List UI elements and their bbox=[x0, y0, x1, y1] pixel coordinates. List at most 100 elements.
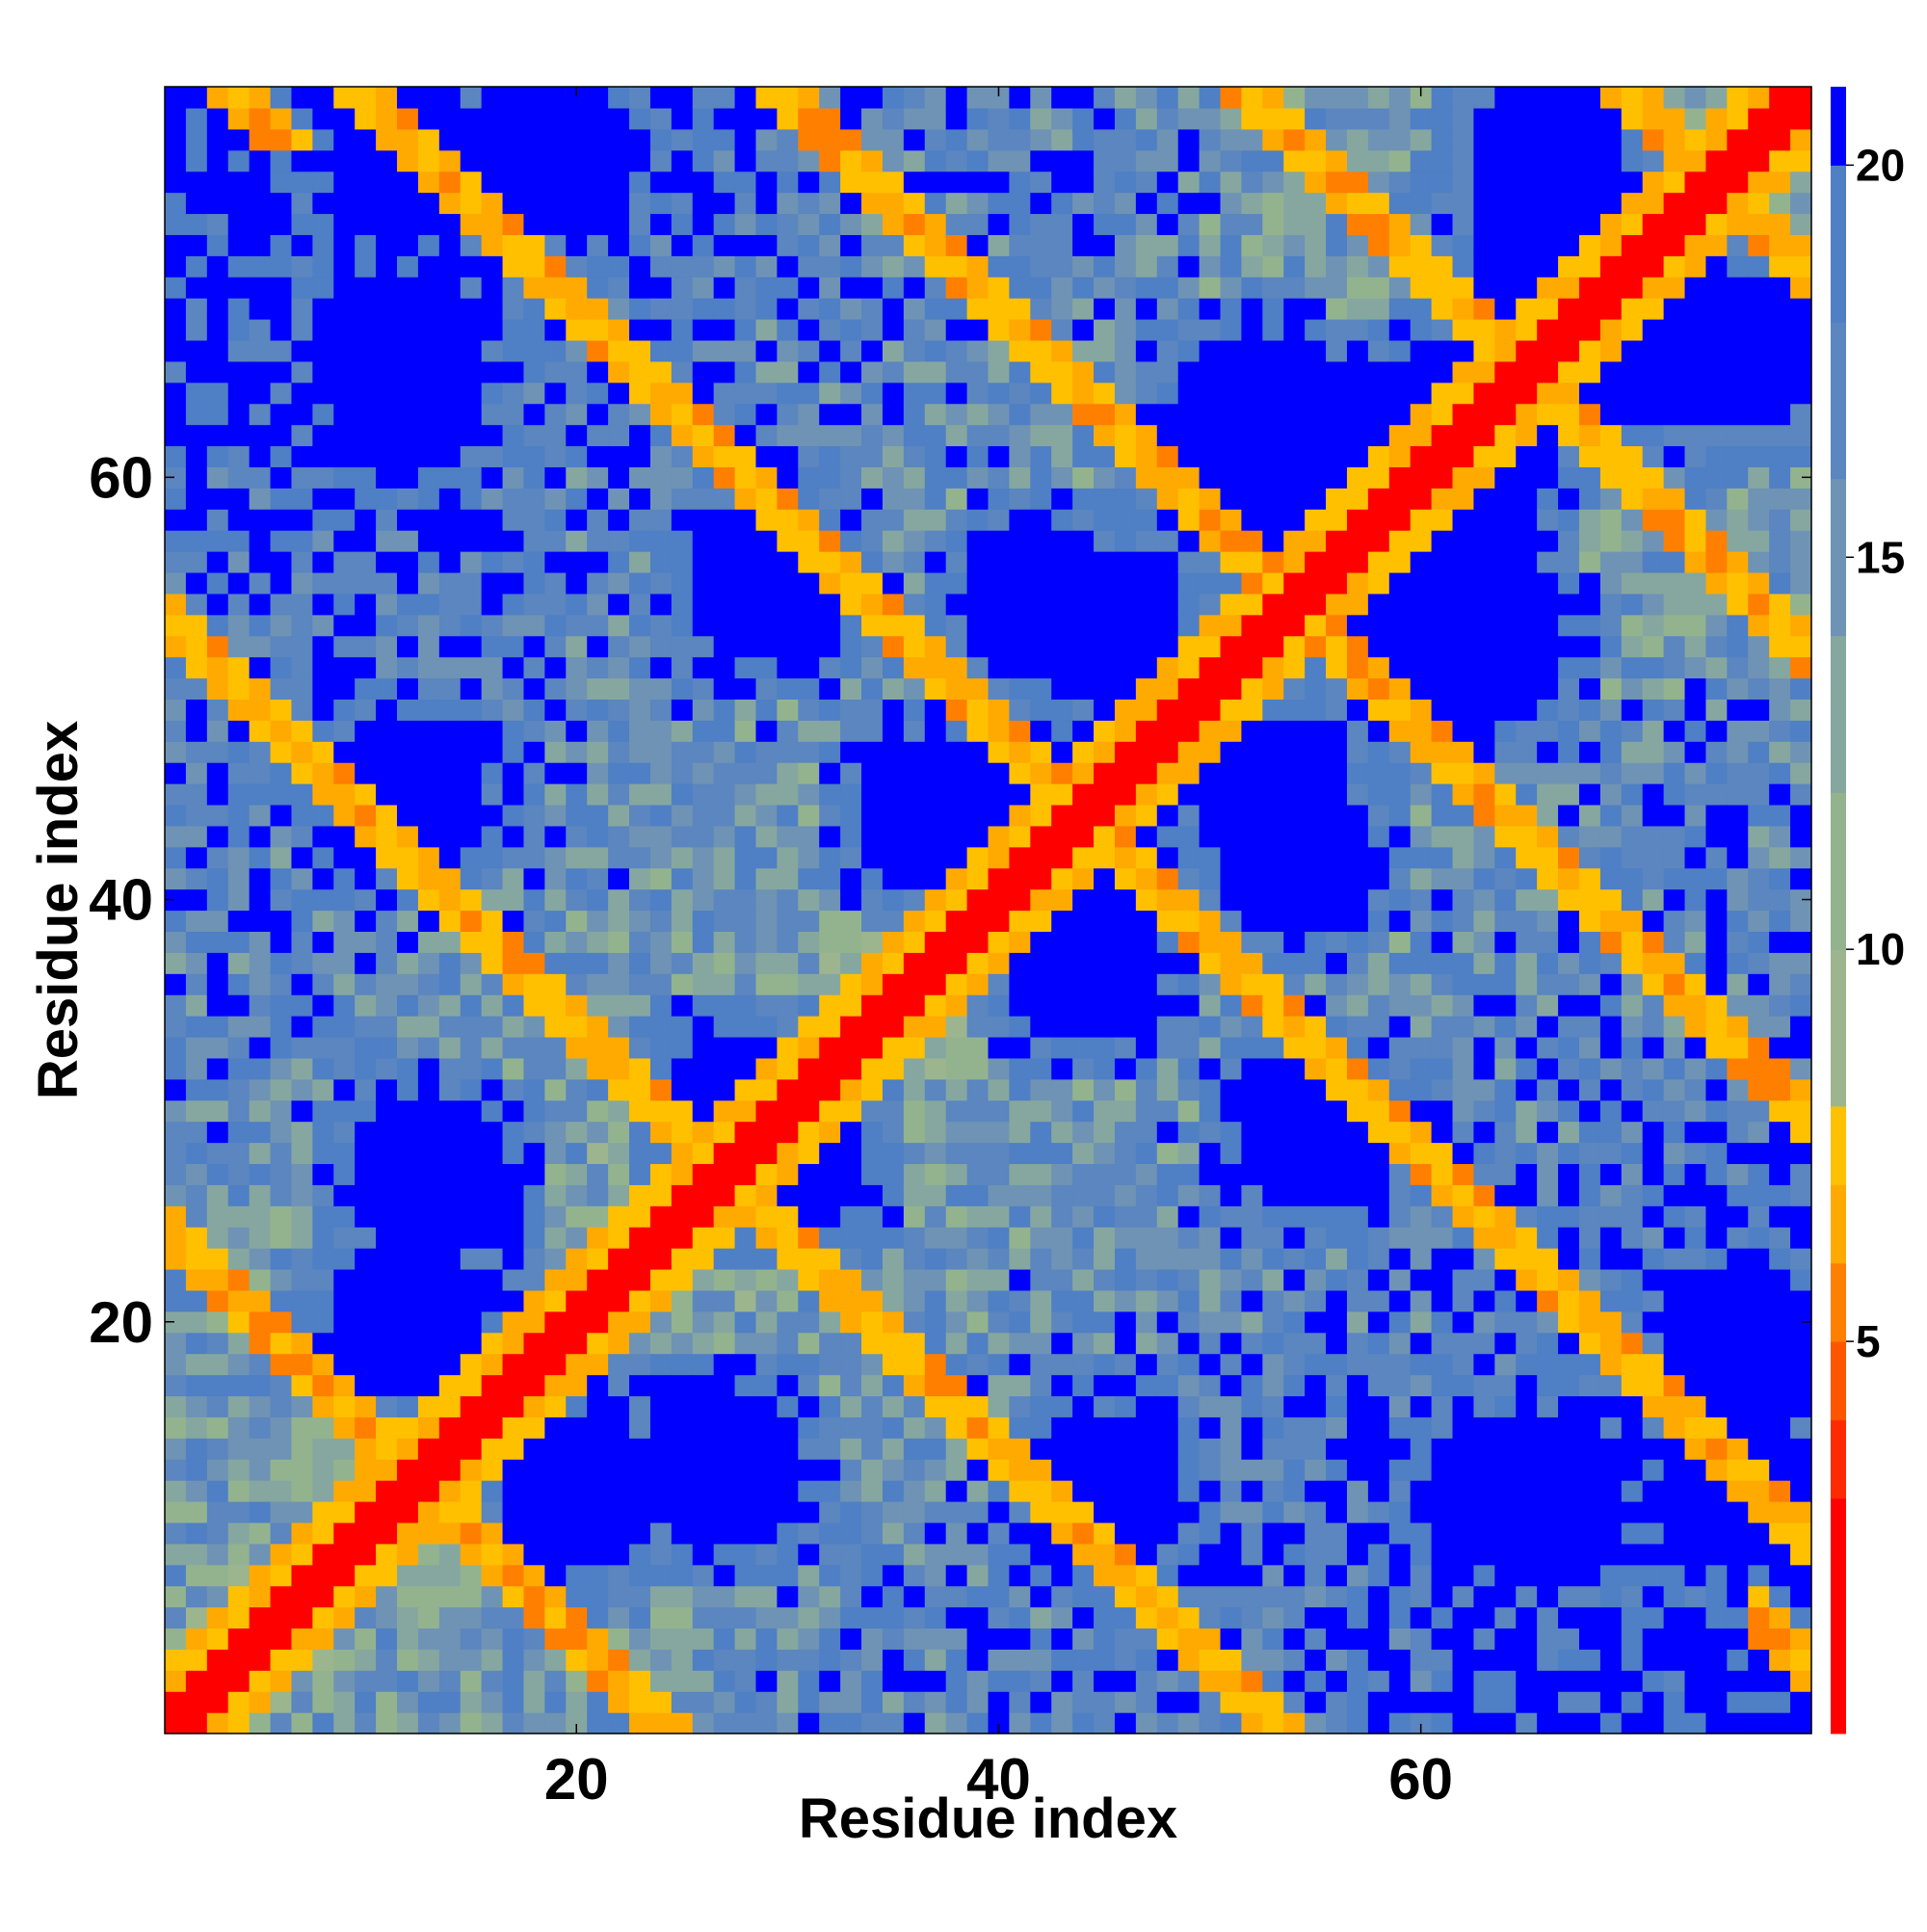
heatmap-cell bbox=[755, 1353, 778, 1376]
heatmap-cell bbox=[734, 277, 757, 299]
heatmap-cell bbox=[755, 1649, 778, 1671]
heatmap-cell bbox=[1009, 910, 1031, 933]
heatmap-cell bbox=[1388, 382, 1412, 405]
heatmap-cell bbox=[1094, 614, 1116, 637]
heatmap-cell bbox=[903, 1184, 926, 1206]
heatmap-cell bbox=[417, 1522, 440, 1545]
heatmap-cell bbox=[1051, 382, 1073, 405]
heatmap-cell bbox=[924, 466, 947, 489]
heatmap-cell bbox=[777, 1438, 799, 1460]
heatmap-cell bbox=[1305, 593, 1327, 616]
heatmap-cell bbox=[755, 1268, 778, 1291]
heatmap-cell bbox=[882, 509, 905, 531]
heatmap-cell bbox=[1494, 382, 1517, 405]
heatmap-cell bbox=[333, 255, 356, 278]
heatmap-cell bbox=[1177, 87, 1201, 109]
heatmap-cell bbox=[988, 509, 1011, 531]
heatmap-cell bbox=[270, 1163, 293, 1185]
heatmap-cell bbox=[945, 593, 968, 616]
heatmap-cell bbox=[1262, 1395, 1284, 1417]
heatmap-cell bbox=[734, 298, 757, 320]
heatmap-cell bbox=[523, 1205, 545, 1228]
heatmap-cell bbox=[819, 762, 841, 784]
heatmap-cell bbox=[1494, 488, 1517, 510]
heatmap-cell bbox=[185, 973, 208, 995]
heatmap-cell bbox=[1220, 973, 1243, 995]
heatmap-cell bbox=[1199, 1395, 1222, 1417]
heatmap-cell bbox=[1114, 298, 1137, 320]
heatmap-cell bbox=[1473, 319, 1495, 341]
heatmap-cell bbox=[1156, 1121, 1179, 1144]
heatmap-cell bbox=[544, 952, 567, 974]
heatmap-cell bbox=[1262, 867, 1284, 890]
heatmap-cell bbox=[1072, 614, 1095, 637]
heatmap-cell bbox=[713, 87, 736, 109]
heatmap-cell bbox=[1135, 298, 1158, 320]
heatmap-cell bbox=[1177, 1057, 1201, 1080]
heatmap-cell bbox=[1473, 1142, 1495, 1165]
heatmap-cell bbox=[1431, 1184, 1454, 1206]
heatmap-cell bbox=[1220, 762, 1243, 784]
heatmap-cell bbox=[587, 551, 609, 573]
heatmap-cell bbox=[566, 1353, 588, 1376]
heatmap-cell bbox=[1241, 509, 1263, 531]
heatmap-cell bbox=[544, 1438, 567, 1460]
heatmap-cell bbox=[882, 445, 905, 467]
heatmap-cell bbox=[523, 424, 545, 447]
heatmap-cell bbox=[460, 360, 483, 384]
heatmap-cell bbox=[649, 1078, 673, 1101]
heatmap-cell bbox=[840, 382, 862, 405]
heatmap-cell bbox=[566, 360, 588, 384]
heatmap-cell bbox=[312, 213, 334, 235]
heatmap-cell bbox=[924, 1712, 947, 1734]
heatmap-cell bbox=[1241, 445, 1263, 467]
heatmap-cell bbox=[1283, 952, 1306, 974]
heatmap-cell bbox=[840, 530, 862, 552]
heatmap-cell bbox=[481, 1649, 504, 1671]
heatmap-cell bbox=[945, 128, 968, 151]
heatmap-cell bbox=[840, 1543, 862, 1566]
heatmap-cell bbox=[291, 1184, 313, 1206]
heatmap-cell bbox=[777, 1184, 799, 1206]
heatmap-cell bbox=[1346, 1353, 1369, 1376]
heatmap-cell bbox=[692, 1353, 715, 1376]
heatmap-cell bbox=[333, 1416, 356, 1439]
heatmap-cell bbox=[438, 87, 462, 109]
heatmap-cell bbox=[1030, 298, 1052, 320]
heatmap-cell bbox=[1072, 1522, 1095, 1545]
heatmap-cell bbox=[988, 656, 1011, 679]
heatmap-cell bbox=[1388, 846, 1412, 869]
heatmap-cell bbox=[165, 635, 187, 658]
heatmap-cell bbox=[1494, 1543, 1517, 1566]
heatmap-cell bbox=[438, 1036, 462, 1059]
heatmap-cell bbox=[608, 255, 630, 278]
heatmap-cell bbox=[1009, 213, 1031, 235]
heatmap-cell bbox=[755, 382, 778, 405]
heatmap-cell bbox=[312, 741, 334, 763]
heatmap-cell bbox=[1009, 1057, 1031, 1080]
heatmap-cell bbox=[1199, 319, 1222, 341]
heatmap-cell bbox=[882, 530, 905, 552]
heatmap-cell bbox=[882, 1438, 905, 1460]
heatmap-cell bbox=[270, 1459, 293, 1481]
heatmap-cell bbox=[1220, 804, 1243, 827]
heatmap-cell bbox=[924, 255, 947, 278]
heatmap-cell bbox=[629, 1395, 651, 1417]
heatmap-cell bbox=[397, 551, 419, 573]
heatmap-cell bbox=[544, 360, 567, 384]
heatmap-cell bbox=[861, 107, 884, 130]
heatmap-cell bbox=[481, 1353, 504, 1376]
heatmap-cell bbox=[1177, 571, 1201, 595]
heatmap-cell bbox=[523, 1712, 545, 1734]
heatmap-cell bbox=[270, 1416, 293, 1439]
heatmap-cell bbox=[1177, 509, 1201, 531]
heatmap-cell bbox=[649, 255, 673, 278]
heatmap-cell bbox=[1388, 1310, 1412, 1334]
heatmap-cell bbox=[1009, 1310, 1031, 1334]
heatmap-cell bbox=[608, 192, 630, 215]
heatmap-cell bbox=[333, 277, 356, 299]
heatmap-cell bbox=[692, 1459, 715, 1481]
heatmap-cell bbox=[376, 1500, 398, 1523]
heatmap-cell bbox=[355, 1691, 377, 1713]
heatmap-cell bbox=[481, 1205, 504, 1228]
